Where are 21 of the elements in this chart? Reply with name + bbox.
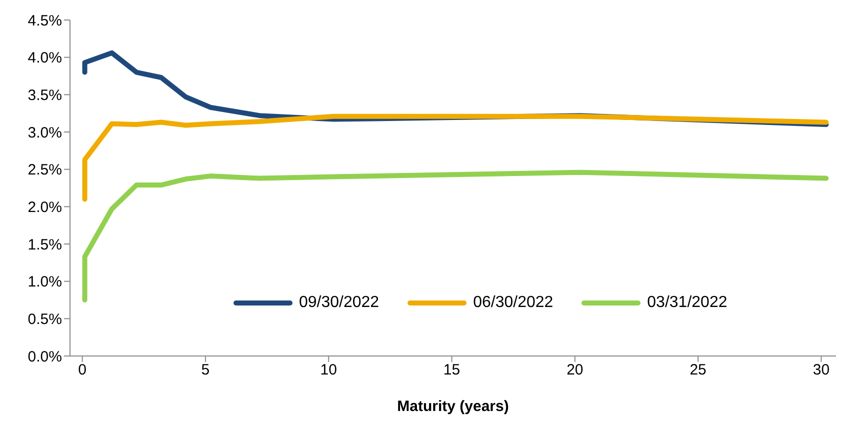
y-tick-label: 4.0% <box>28 50 62 67</box>
y-tick-label: 2.5% <box>28 162 62 179</box>
legend-label: 06/30/2022 <box>473 294 554 312</box>
x-tick-label: 0 <box>78 362 86 379</box>
x-tick-label: 5 <box>201 362 210 379</box>
legend-label: 03/31/2022 <box>647 294 728 312</box>
y-tick-label: 0.5% <box>28 310 62 328</box>
x-tick-label: 30 <box>812 362 830 379</box>
y-tick-label: 2.0% <box>28 198 62 216</box>
y-tick-label: 1.5% <box>28 236 62 254</box>
x-tick-label: 25 <box>690 362 706 379</box>
x-tick-label: 20 <box>566 362 584 379</box>
x-tick-label: 10 <box>320 362 337 379</box>
y-tick-label: 1.0% <box>28 274 62 291</box>
y-tick-label: 3.5% <box>28 86 62 104</box>
x-axis-title: Maturity (years) <box>397 398 509 415</box>
y-tick-label: 4.5% <box>28 12 62 30</box>
legend-label: 09/30/2022 <box>299 294 380 312</box>
y-tick-label: 3.0% <box>28 124 62 142</box>
y-tick-label: 0.0% <box>28 348 62 366</box>
x-tick-label: 15 <box>443 362 460 379</box>
